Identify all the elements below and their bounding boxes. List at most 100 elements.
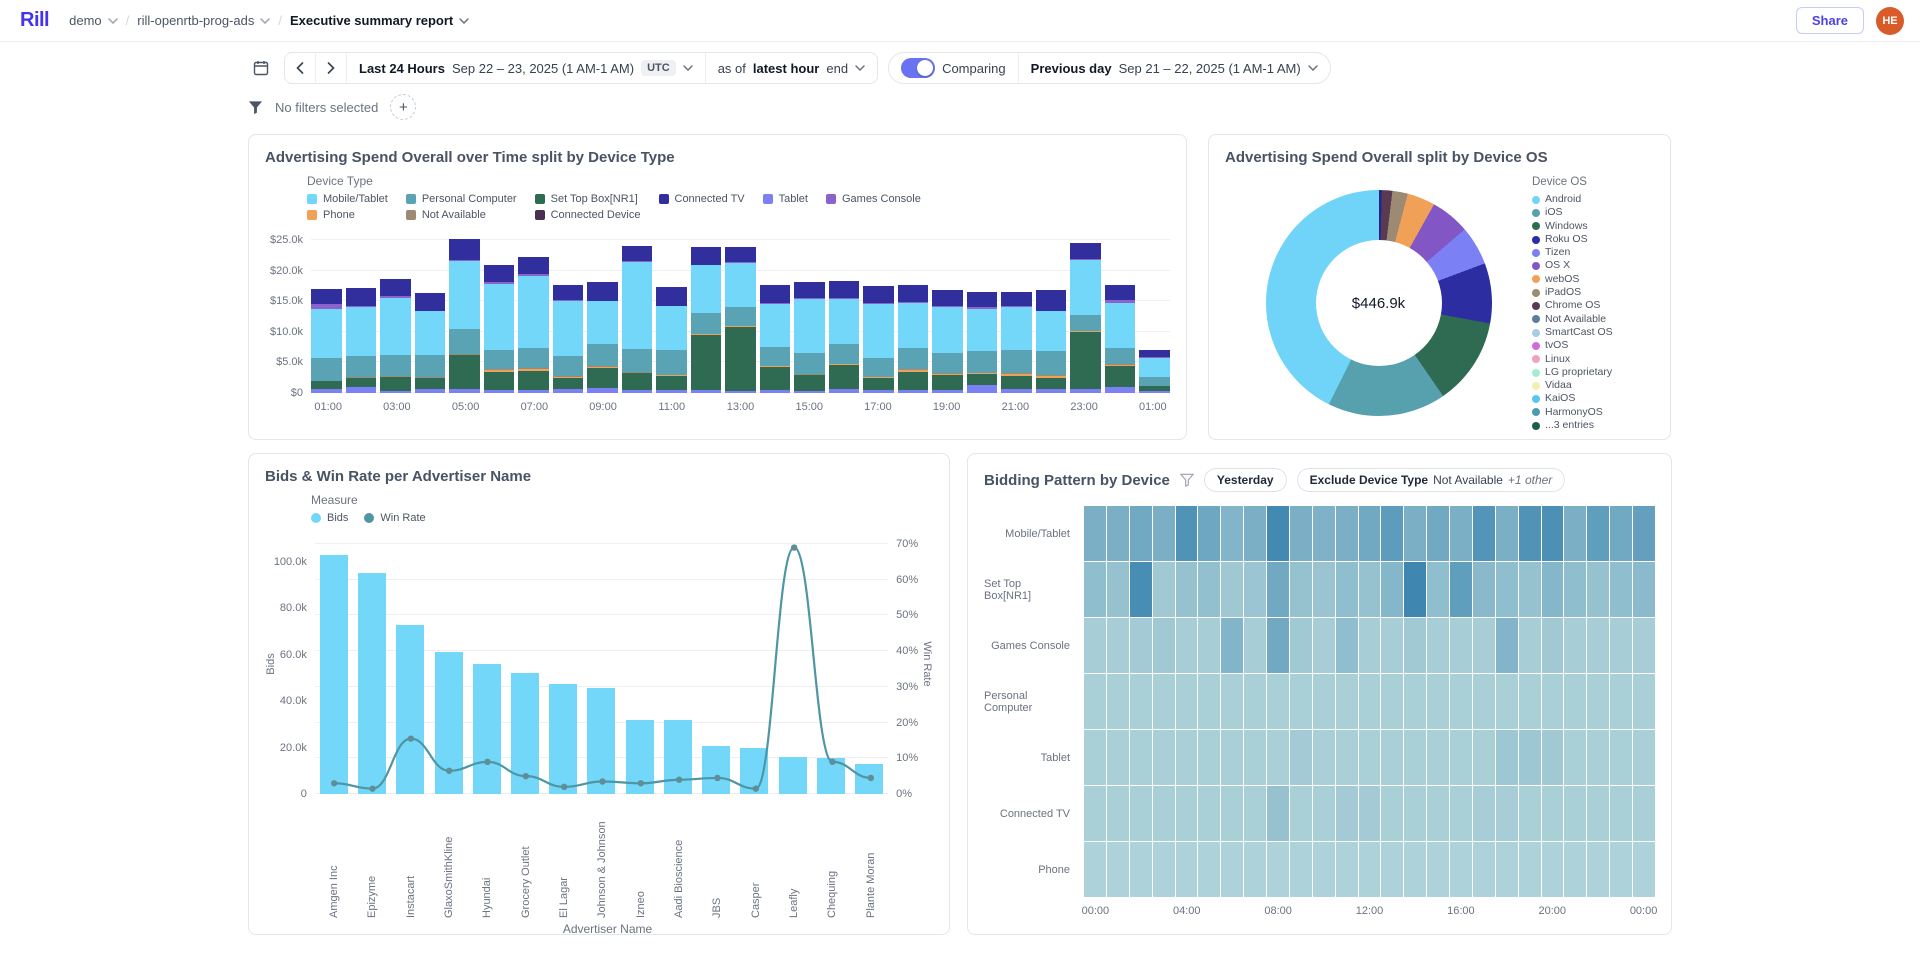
heatmap-cell[interactable] (1358, 786, 1381, 841)
legend-item[interactable]: Tablet (762, 193, 808, 205)
heatmap-cell[interactable] (1427, 674, 1449, 729)
heatmap-cell[interactable] (1518, 674, 1541, 729)
avatar[interactable]: HE (1876, 6, 1904, 35)
heatmap-cell[interactable] (1198, 730, 1221, 785)
legend-item[interactable]: Connected Device (534, 209, 641, 221)
heatmap-cell[interactable] (1472, 674, 1495, 729)
legend-item[interactable]: Mobile/Tablet (307, 193, 388, 205)
heatmap-cell[interactable] (1175, 506, 1198, 561)
heatmap-cell[interactable] (1564, 674, 1587, 729)
legend-item[interactable]: OS X (1532, 259, 1654, 272)
heatmap-cell[interactable] (1495, 562, 1518, 617)
calendar-icon[interactable] (248, 55, 274, 81)
heatmap-cell[interactable] (1564, 730, 1587, 785)
heatmap-cell[interactable] (1427, 786, 1449, 841)
heatmap-cell[interactable] (1518, 506, 1541, 561)
heatmap-cell[interactable] (1427, 842, 1449, 897)
legend-item[interactable]: Not Available (405, 209, 517, 221)
heatmap-cell[interactable] (1427, 730, 1449, 785)
heatmap-cell[interactable] (1267, 842, 1289, 897)
heatmap-cell[interactable] (1129, 674, 1152, 729)
heatmap-cell[interactable] (1633, 506, 1655, 561)
heatmap-cell[interactable] (1244, 674, 1266, 729)
heatmap-cell[interactable] (1358, 618, 1381, 673)
add-filter-button[interactable]: + (390, 94, 417, 120)
win-rate-point[interactable] (867, 774, 874, 782)
heatmap-cell[interactable] (1175, 618, 1198, 673)
heatmap-cell[interactable] (1312, 842, 1335, 897)
heatmap-cell[interactable] (1312, 506, 1335, 561)
heatmap-cell[interactable] (1267, 730, 1289, 785)
heatmap-cell[interactable] (1450, 506, 1472, 561)
legend-item[interactable]: Connected TV (658, 193, 745, 205)
heatmap-cell[interactable] (1495, 506, 1518, 561)
heatmap-cell[interactable] (1289, 842, 1312, 897)
heatmap-cell[interactable] (1198, 786, 1221, 841)
heatmap-cell[interactable] (1633, 786, 1655, 841)
stacked-bar[interactable] (311, 231, 342, 393)
heatmap-cell[interactable] (1450, 786, 1472, 841)
heatmap-cell[interactable] (1221, 730, 1244, 785)
heatmap-cell[interactable] (1587, 730, 1610, 785)
legend-item[interactable]: Set Top Box[NR1] (534, 193, 641, 205)
heatmap-cell[interactable] (1221, 842, 1244, 897)
heatmap-cell[interactable] (1129, 506, 1152, 561)
bids-bar[interactable] (549, 683, 578, 794)
heatmap-cell[interactable] (1198, 618, 1221, 673)
heatmap-cell[interactable] (1495, 618, 1518, 673)
win-rate-point[interactable] (637, 780, 644, 787)
stacked-bar[interactable] (656, 231, 687, 393)
win-rate-point[interactable] (445, 767, 453, 774)
stacked-bar[interactable] (897, 231, 929, 393)
bids-bar[interactable] (472, 664, 501, 794)
time-range-selector[interactable]: Last 24 Hours Sep 22 – 23, 2025 (1 AM-1 … (347, 53, 705, 83)
win-rate-point[interactable] (599, 778, 606, 785)
heatmap-cell[interactable] (1495, 786, 1518, 841)
heatmap-cell[interactable] (1541, 618, 1564, 673)
heatmap-cell[interactable] (1106, 506, 1129, 561)
prev-range-button[interactable] (285, 53, 315, 83)
heatmap-cell[interactable] (1084, 506, 1106, 561)
heatmap-cell[interactable] (1404, 842, 1427, 897)
legend-item[interactable]: Windows (1532, 220, 1654, 233)
heatmap-cell[interactable] (1244, 786, 1266, 841)
legend-item[interactable]: webOS (1532, 273, 1654, 286)
heatmap-cell[interactable] (1244, 730, 1266, 785)
heatmap-cell[interactable] (1335, 674, 1358, 729)
heatmap-cell[interactable] (1358, 506, 1381, 561)
heatmap-cell[interactable] (1610, 618, 1632, 673)
compare-range-selector[interactable]: Previous day Sep 21 – 22, 2025 (1 AM-1 A… (1019, 53, 1330, 83)
heatmap-cell[interactable] (1335, 618, 1358, 673)
heatmap-cell[interactable] (1267, 618, 1289, 673)
heatmap-cell[interactable] (1267, 506, 1289, 561)
heatmap-cell[interactable] (1198, 674, 1221, 729)
heatmap-cell[interactable] (1289, 674, 1312, 729)
stacked-bar[interactable] (1070, 231, 1101, 393)
heatmap-cell[interactable] (1381, 674, 1404, 729)
legend-item[interactable]: SmartCast OS (1532, 326, 1654, 339)
heatmap-cell[interactable] (1129, 842, 1152, 897)
heatmap-cell[interactable] (1518, 618, 1541, 673)
bids-bar[interactable] (702, 746, 731, 794)
heatmap-cell[interactable] (1427, 506, 1449, 561)
heatmap-cell[interactable] (1541, 562, 1564, 617)
heatmap-cell[interactable] (1427, 562, 1449, 617)
heatmap-cell[interactable] (1289, 786, 1312, 841)
stacked-bar[interactable] (345, 231, 377, 393)
heatmap-cell[interactable] (1335, 730, 1358, 785)
heatmap-cell[interactable] (1404, 618, 1427, 673)
legend-item[interactable]: LG proprietary (1532, 366, 1654, 379)
heatmap-cell[interactable] (1106, 562, 1129, 617)
legend-item[interactable]: Android (1532, 193, 1654, 206)
stacked-bar[interactable] (1035, 231, 1067, 393)
heatmap-cell[interactable] (1610, 674, 1632, 729)
heatmap-cell[interactable] (1175, 674, 1198, 729)
win-rate-point[interactable] (522, 772, 529, 780)
heatmap-cell[interactable] (1564, 506, 1587, 561)
timezone-badge[interactable]: UTC (641, 60, 676, 76)
heatmap-cell[interactable] (1129, 562, 1152, 617)
heatmap-cell[interactable] (1541, 842, 1564, 897)
bids-bar[interactable] (587, 688, 616, 794)
heatmap-cell[interactable] (1381, 786, 1404, 841)
heatmap-cell[interactable] (1587, 618, 1610, 673)
